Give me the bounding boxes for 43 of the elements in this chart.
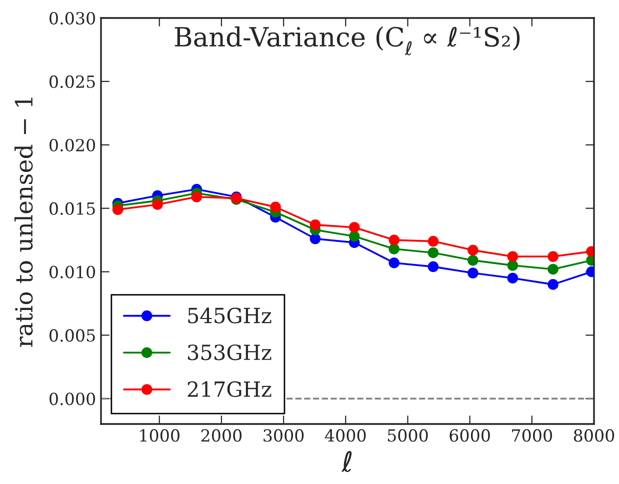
x-tick-label: 2000 [201,429,242,442]
point [348,222,360,233]
y-tick-label: 0.030 [50,12,96,25]
y-tick-label: 0.020 [50,138,96,152]
point [507,260,518,271]
y-tick-label: 0.010 [50,266,96,278]
point [548,251,558,262]
point [112,204,124,215]
point [388,244,400,254]
point [507,272,518,284]
x-tick-label: 7000 [512,429,552,442]
x-axis-title: ℓ [341,451,352,472]
x-tick-label: 1000 [140,429,180,442]
point [191,192,202,202]
point [152,199,163,210]
y-tick-label: 0.000 [50,392,96,406]
point [310,219,321,230]
point [348,230,360,242]
point [310,233,321,244]
y-tick-label: 0.015 [50,202,95,215]
legend-label: 217GHz [188,381,272,398]
point [468,268,478,278]
x-tick-label: 3000 [264,429,304,442]
point [388,257,400,268]
point [428,261,439,272]
point [548,264,558,275]
y-axis-title: ratio to unlensed − 1 [14,98,33,347]
point [270,202,281,212]
x-tick-label: 6000 [450,429,490,442]
point [428,236,439,247]
x-tick-label: 4000 [324,429,366,442]
legend-label: 353GHz [188,344,272,360]
x-tick-label: 5000 [388,429,428,442]
x-tick-label: 8000 [574,429,614,442]
point [468,244,478,256]
y-tick-label: 0.005 [50,329,95,342]
point [468,254,478,266]
legend-label: 545GHz [188,308,272,324]
y-tick-label: 0.025 [50,75,95,88]
point [428,247,439,258]
point [548,279,558,290]
point [388,234,400,246]
point [507,251,518,262]
